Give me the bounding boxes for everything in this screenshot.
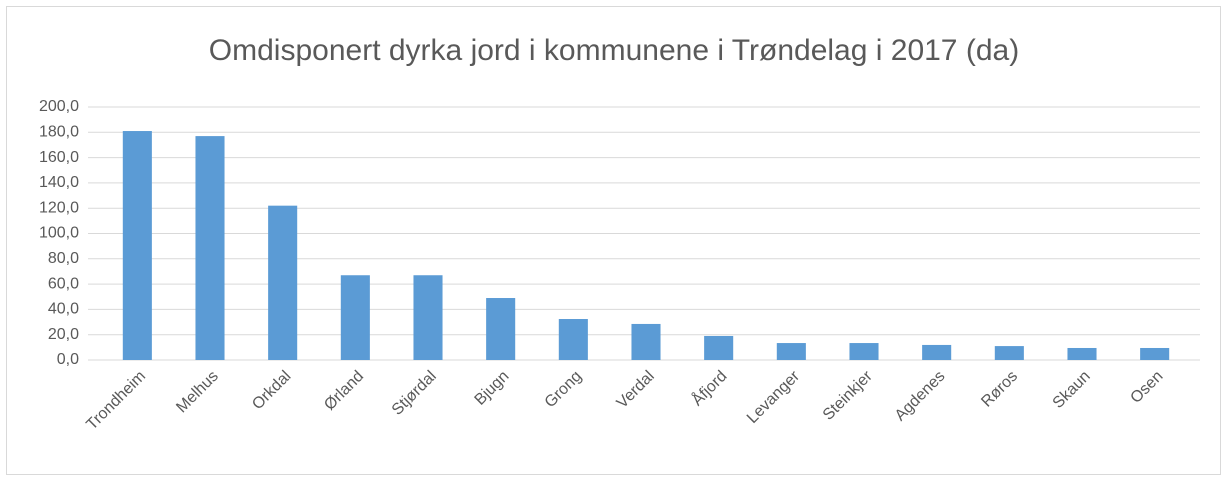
y-tick-label: 160,0 (39, 149, 79, 166)
bar (413, 275, 443, 360)
bar (776, 343, 806, 360)
y-tick-label: 80,0 (48, 250, 79, 267)
y-tick-label: 40,0 (48, 301, 79, 318)
bar (340, 275, 370, 360)
bar (558, 319, 588, 360)
y-tick-label: 100,0 (39, 225, 79, 242)
chart-title: Omdisponert dyrka jord i kommunene i Trø… (209, 34, 1019, 67)
bar (849, 343, 879, 360)
bar (486, 298, 516, 360)
bar (994, 346, 1024, 360)
y-tick-label: 20,0 (48, 326, 79, 343)
bar (704, 335, 734, 360)
bar (922, 344, 952, 360)
bar (195, 136, 225, 360)
y-tick-label: 140,0 (39, 174, 79, 191)
y-tick-label: 180,0 (39, 124, 79, 141)
y-tick-label: 60,0 (48, 275, 79, 292)
bar (631, 323, 661, 360)
bar (1140, 347, 1170, 360)
y-tick-label: 120,0 (39, 199, 79, 216)
y-tick-label: 0,0 (57, 351, 79, 368)
bar (122, 131, 152, 360)
y-tick-label: 200,0 (39, 98, 79, 115)
bar (268, 205, 298, 360)
bar (1067, 347, 1097, 360)
